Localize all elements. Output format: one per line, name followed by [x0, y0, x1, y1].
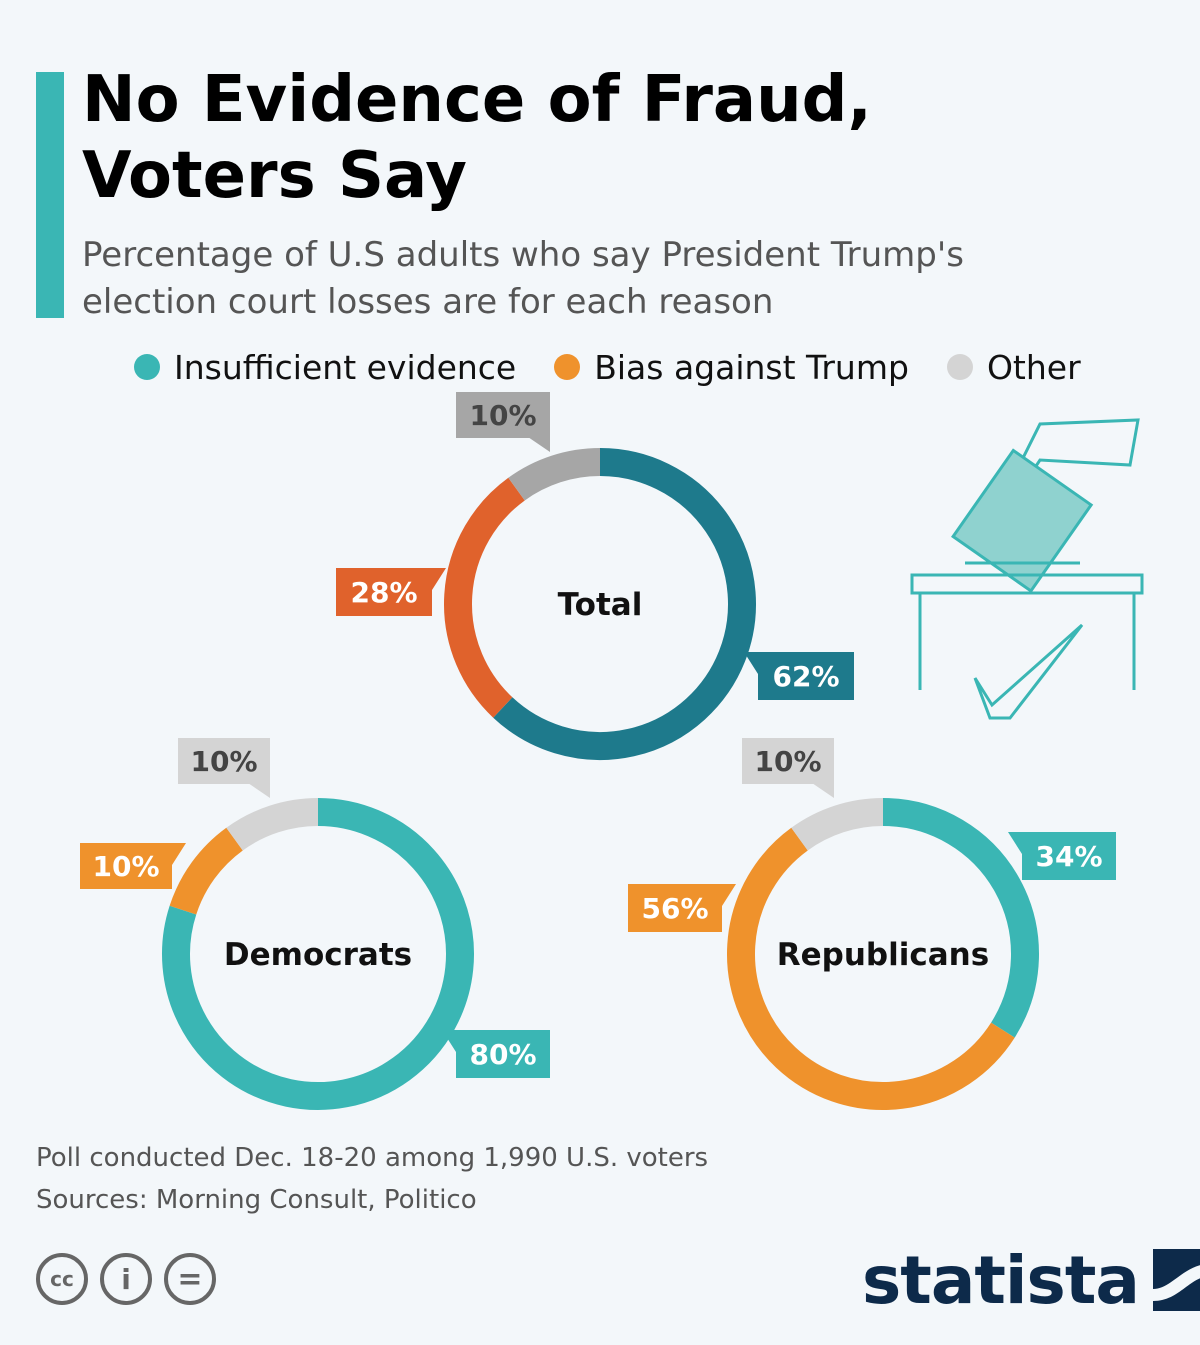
donut-total: 62% 28% 10% Total	[336, 392, 854, 760]
data-label-text: 56%	[641, 892, 708, 925]
data-label-text: 10%	[469, 399, 536, 432]
by-icon[interactable]: i	[100, 1253, 152, 1305]
legend-label: Other	[986, 347, 1081, 387]
footer-sources: Sources: Morning Consult, Politico	[36, 1185, 477, 1215]
data-label-text: 80%	[469, 1038, 536, 1071]
nd-icon[interactable]: =	[164, 1253, 216, 1305]
legend: Insufficient evidence Bias against Trump…	[134, 345, 1119, 389]
legend-dot-icon	[554, 354, 581, 380]
data-label: 10%	[742, 738, 834, 798]
data-label: 56%	[628, 884, 736, 932]
data-label: 10%	[178, 738, 270, 798]
statista-logo[interactable]: statista	[862, 1240, 1200, 1320]
donut-center-label: Republicans	[777, 937, 989, 973]
legend-label: Insufficient evidence	[174, 347, 517, 387]
donut-segment-bias-against-trump	[169, 827, 244, 915]
page-title: No Evidence of Fraud, Voters Say	[82, 63, 872, 213]
legend-item-bias: Bias against Trump	[554, 348, 909, 387]
footer-note: Poll conducted Dec. 18-20 among 1,990 U.…	[36, 1143, 709, 1173]
donut-center-label: Democrats	[224, 937, 412, 973]
data-label-text: 28%	[350, 576, 417, 609]
donut-segment-other	[508, 448, 601, 501]
donut-republicans: 34% 56% 10% Republicans	[628, 738, 1116, 1110]
donut-center-label: Total	[558, 587, 643, 623]
data-label-text: 62%	[772, 660, 839, 693]
brand-name: statista	[862, 1241, 1140, 1319]
statista-logo-icon	[1152, 1249, 1200, 1311]
donut-segment-other	[226, 798, 319, 851]
donut-segment-other	[791, 798, 884, 851]
donut-segment-insufficient-evidence	[882, 798, 1039, 1038]
data-label: 80%	[442, 1030, 550, 1078]
cc-icon[interactable]: cc	[36, 1253, 88, 1305]
data-label: 10%	[456, 392, 550, 452]
data-label: 28%	[336, 568, 446, 616]
license-icons: cc i =	[36, 1253, 228, 1305]
donut-segment-insufficient-evidence	[493, 448, 756, 760]
legend-item-insufficient: Insufficient evidence	[134, 348, 516, 387]
data-label-text: 10%	[754, 745, 821, 778]
accent-bar	[36, 72, 64, 318]
legend-dot-icon	[946, 354, 973, 380]
data-label: 34%	[1008, 832, 1116, 880]
legend-item-other: Other	[946, 347, 1081, 387]
data-label-text: 34%	[1035, 840, 1102, 873]
donut-democrats: 80% 10% 10% Democrats	[80, 738, 550, 1110]
legend-dot-icon	[134, 354, 160, 380]
ballot-box-icon	[910, 418, 1144, 720]
data-label-text: 10%	[92, 850, 159, 883]
legend-label: Bias against Trump	[594, 347, 909, 387]
donut-segment-bias-against-trump	[444, 477, 525, 718]
donut-segment-bias-against-trump	[727, 827, 1015, 1110]
data-label-text: 10%	[190, 745, 257, 778]
page-subtitle: Percentage of U.S adults who say Preside…	[82, 235, 964, 322]
data-label: 62%	[744, 652, 854, 700]
data-label: 10%	[80, 843, 186, 889]
donut-segment-insufficient-evidence	[162, 798, 474, 1110]
footer: Poll conducted Dec. 18-20 among 1,990 U.…	[36, 1137, 708, 1221]
